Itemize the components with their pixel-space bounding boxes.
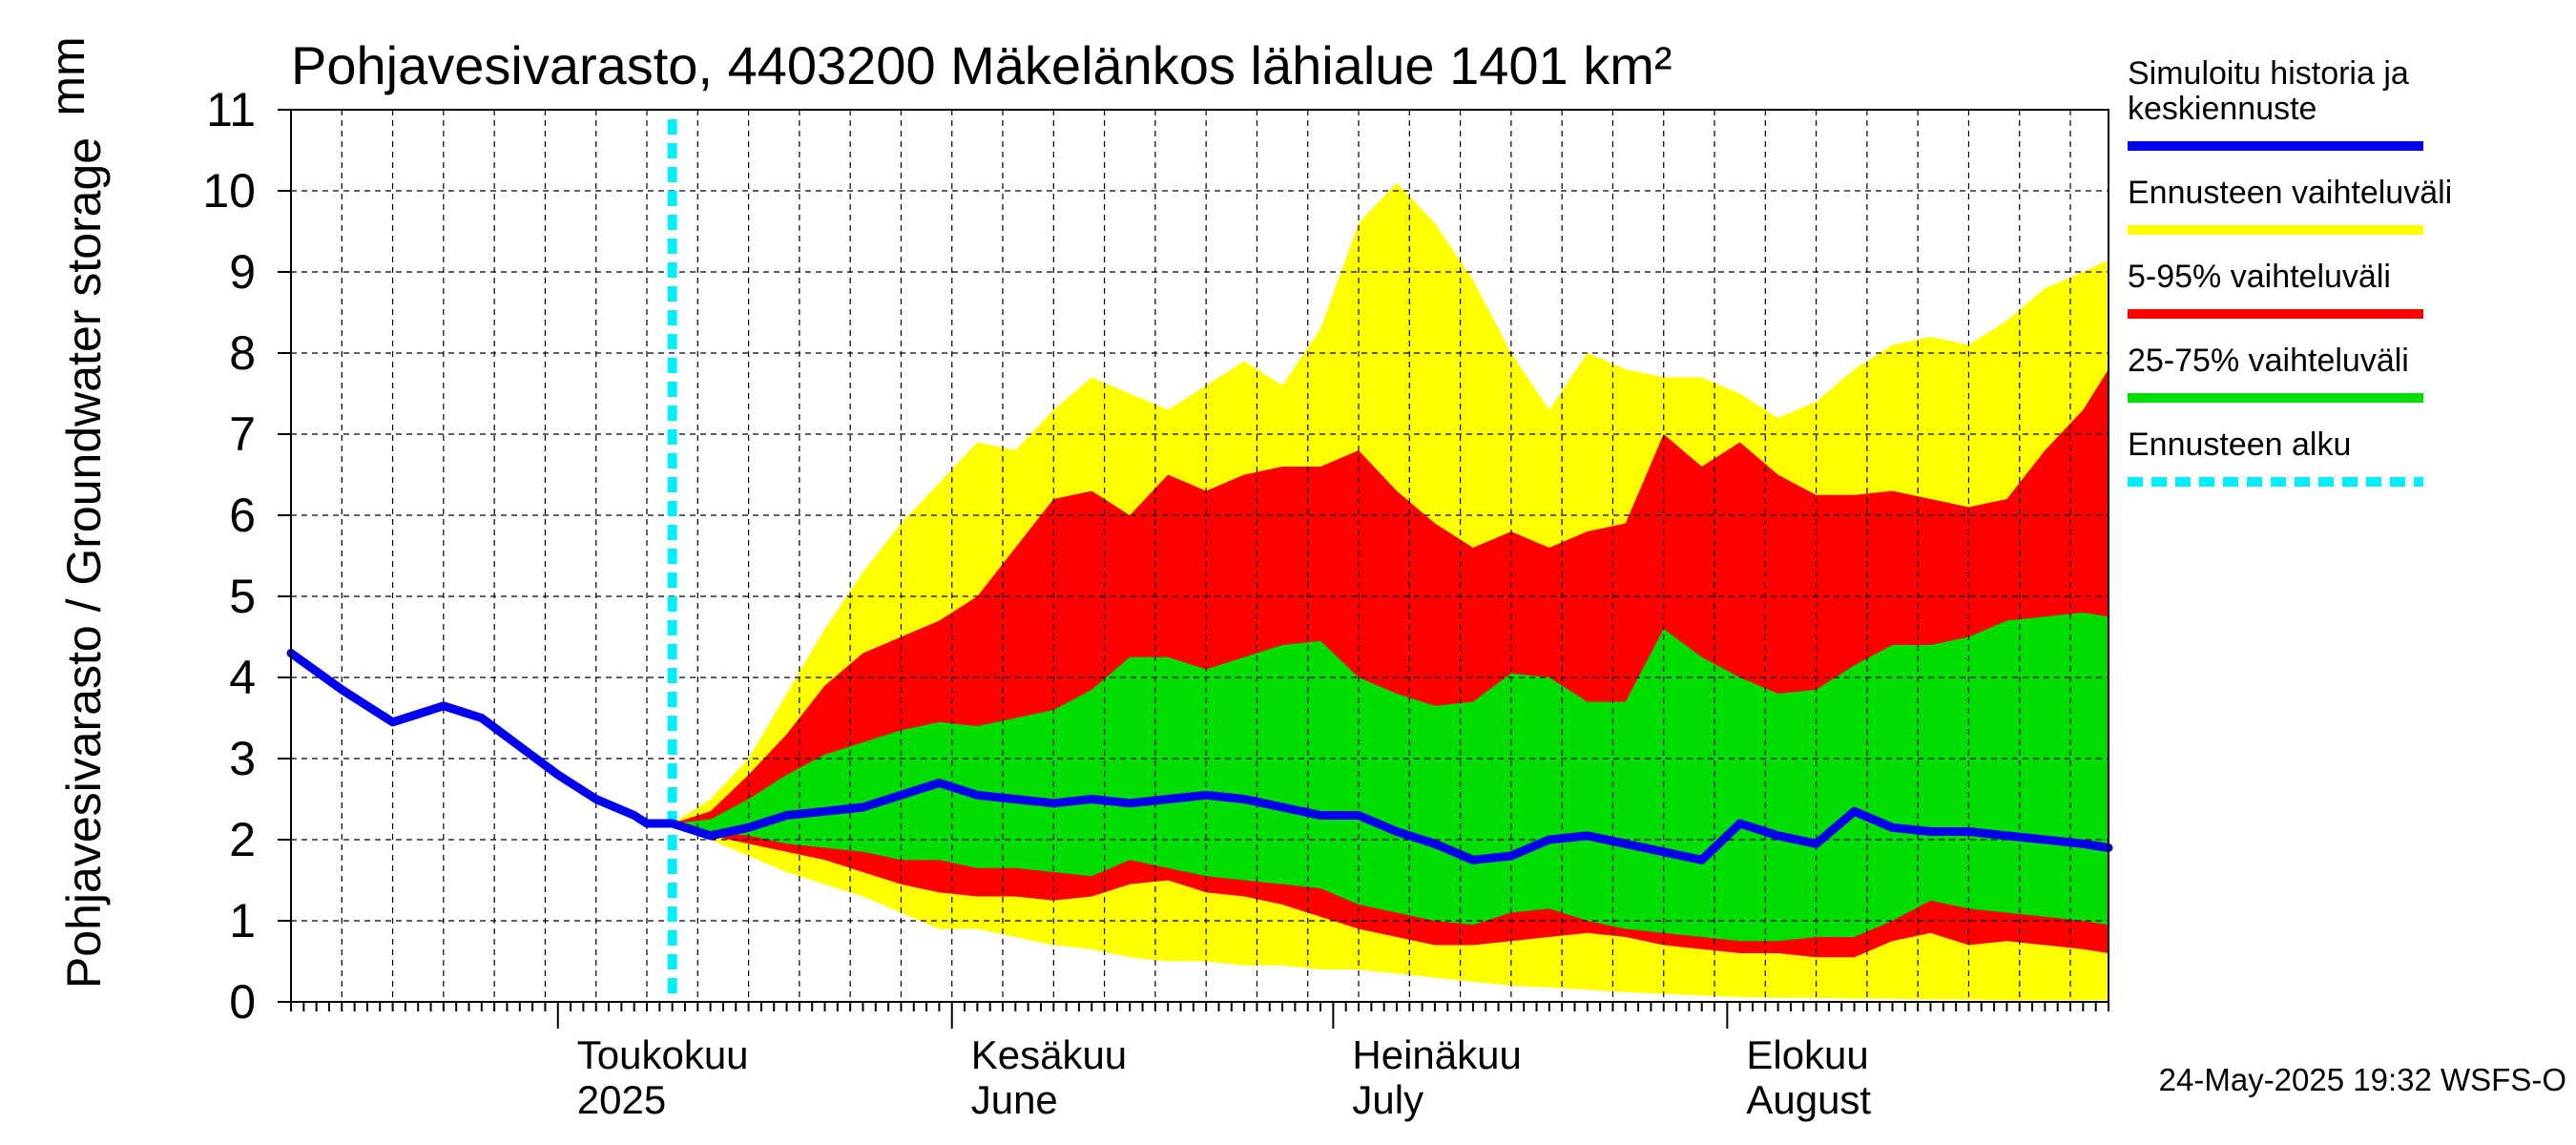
x-month-sublabel: 2025 <box>577 1077 666 1122</box>
y-axis-unit: mm <box>41 36 94 115</box>
y-tick-label: 1 <box>229 894 256 947</box>
y-tick-label: 7 <box>229 407 256 461</box>
y-tick-label: 9 <box>229 245 256 299</box>
legend-label: 5-95% vaihteluväli <box>2128 259 2391 295</box>
forecast-bands <box>672 182 2109 1001</box>
y-tick-label: 4 <box>229 651 256 704</box>
x-month-sublabel: June <box>971 1077 1058 1122</box>
series-line-median <box>286 649 2113 864</box>
legend-label: 25-75% vaihteluväli <box>2128 343 2409 379</box>
x-month-sublabel: August <box>1746 1077 1871 1122</box>
y-tick-label: 2 <box>229 813 256 866</box>
y-tick-label: 0 <box>229 975 256 1029</box>
legend-label: Simuloitu historia ja <box>2128 55 2409 92</box>
timestamp-footer: 24-May-2025 19:32 WSFS-O <box>2159 1062 2566 1097</box>
y-axis-label: Pohjavesivarasto / Groundwater storage <box>57 137 111 989</box>
legend-label: Ennusteen alku <box>2128 427 2351 463</box>
y-axis-ticks: 0 1 2 3 4 5 6 7 8 9 10 11 <box>202 83 291 1029</box>
y-tick-label: 3 <box>229 732 256 785</box>
x-month-label: Kesäkuu <box>971 1032 1127 1077</box>
series-lines <box>286 119 2113 1002</box>
y-tick-label: 8 <box>229 326 256 380</box>
legend-label: Ennusteen vaihteluväli <box>2128 175 2452 211</box>
y-tick-label: 10 <box>202 164 256 218</box>
x-month-label: Heinäkuu <box>1352 1032 1521 1077</box>
x-month-label: Toukokuu <box>577 1032 749 1077</box>
x-month-sublabel: July <box>1352 1077 1423 1122</box>
legend-label: keskiennuste <box>2128 91 2316 127</box>
grid-lines <box>291 110 2109 1002</box>
chart-title: Pohjavesivarasto, 4403200 Mäkelänkos läh… <box>291 35 1672 95</box>
y-tick-label: 6 <box>229 489 256 542</box>
plot-frame <box>290 109 2109 1003</box>
y-tick-label: 11 <box>206 83 256 136</box>
y-tick-label: 5 <box>229 570 256 623</box>
band-25-75 <box>672 613 2109 942</box>
x-month-label: Elokuu <box>1746 1032 1868 1077</box>
